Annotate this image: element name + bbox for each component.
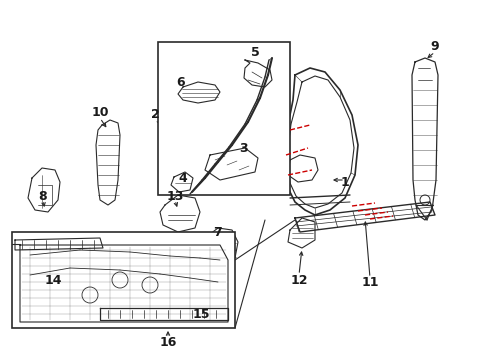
Text: 5: 5 xyxy=(250,45,259,58)
Text: 1: 1 xyxy=(340,175,348,189)
Text: 16: 16 xyxy=(159,336,176,348)
Text: 2: 2 xyxy=(150,108,159,122)
Text: 14: 14 xyxy=(44,274,61,287)
Text: 10: 10 xyxy=(91,107,108,120)
Bar xyxy=(158,42,289,195)
Text: 13: 13 xyxy=(166,189,183,202)
Text: 8: 8 xyxy=(39,189,47,202)
Text: 4: 4 xyxy=(178,171,187,184)
Text: 12: 12 xyxy=(290,274,307,287)
Bar xyxy=(12,232,235,328)
Text: 11: 11 xyxy=(361,276,378,289)
Text: 6: 6 xyxy=(176,76,185,89)
Text: 15: 15 xyxy=(192,307,209,320)
Text: 3: 3 xyxy=(238,141,247,154)
Text: 7: 7 xyxy=(213,226,222,239)
Text: 9: 9 xyxy=(430,40,438,54)
